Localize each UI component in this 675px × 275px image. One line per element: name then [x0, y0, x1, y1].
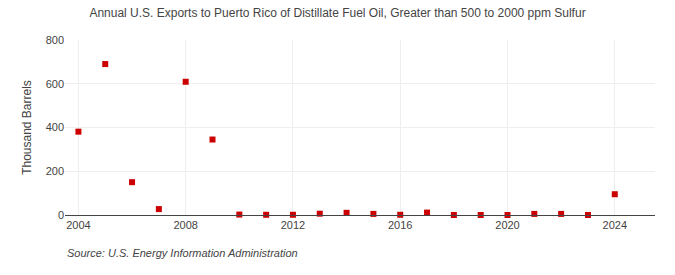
- svg-text:2020: 2020: [495, 219, 519, 231]
- svg-text:400: 400: [46, 121, 64, 133]
- svg-text:800: 800: [46, 34, 64, 46]
- svg-text:2004: 2004: [66, 219, 90, 231]
- svg-text:0: 0: [58, 209, 64, 221]
- svg-text:Thousand Barrels: Thousand Barrels: [20, 80, 34, 175]
- svg-text:600: 600: [46, 78, 64, 90]
- svg-text:2008: 2008: [173, 219, 197, 231]
- svg-text:Annual U.S. Exports to Puerto: Annual U.S. Exports to Puerto Rico of Di…: [89, 6, 585, 20]
- svg-text:2012: 2012: [281, 219, 305, 231]
- svg-text:2016: 2016: [388, 219, 412, 231]
- svg-text:2024: 2024: [603, 219, 627, 231]
- svg-text:200: 200: [46, 165, 64, 177]
- svg-text:Source: U.S. Energy Informatio: Source: U.S. Energy Information Administ…: [67, 247, 298, 259]
